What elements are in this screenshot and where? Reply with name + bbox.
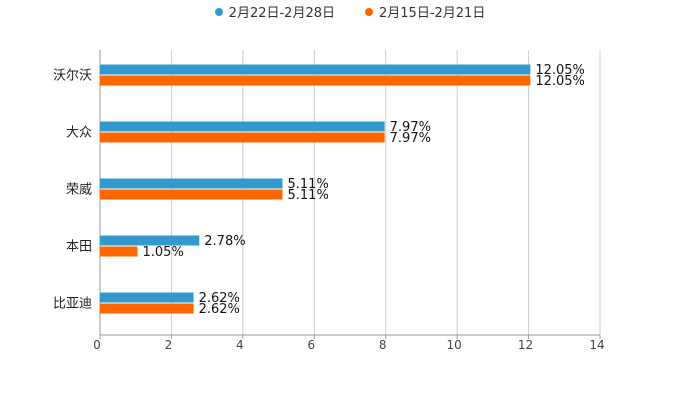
x-tick-label: 2 bbox=[165, 338, 173, 352]
category-label: 荣威 bbox=[66, 183, 92, 198]
x-tick-label: 8 bbox=[379, 338, 387, 352]
bar-series-1[interactable] bbox=[100, 121, 385, 132]
category-label: 沃尔沃 bbox=[53, 69, 92, 84]
data-label-series-1: 7.97% bbox=[390, 120, 431, 135]
data-label-series-1: 2.78% bbox=[204, 234, 245, 249]
bar-series-1[interactable] bbox=[100, 292, 194, 303]
category-label: 大众 bbox=[66, 126, 92, 141]
data-label-series-2: 1.05% bbox=[143, 245, 184, 260]
x-tick-label: 14 bbox=[589, 338, 604, 352]
bar-series-2[interactable] bbox=[100, 246, 138, 257]
x-tick-label: 6 bbox=[307, 338, 315, 352]
bar-series-2[interactable] bbox=[100, 75, 531, 86]
bar-series-1[interactable] bbox=[100, 235, 200, 246]
data-label-series-2: 12.05% bbox=[535, 74, 585, 89]
data-label-series-2: 2.62% bbox=[199, 302, 240, 317]
legend-swatch-series-2 bbox=[365, 7, 373, 16]
legend-item-series-2[interactable]: 2月15日-2月21日 bbox=[365, 2, 485, 21]
data-label-series-1: 5.11% bbox=[288, 177, 329, 192]
x-tick-label: 4 bbox=[236, 338, 244, 352]
legend-item-series-1[interactable]: 2月22日-2月28日 bbox=[214, 2, 335, 21]
data-label-series-1: 2.62% bbox=[199, 291, 240, 306]
data-label-series-2: 5.11% bbox=[288, 188, 329, 203]
category-label: 本田 bbox=[66, 240, 92, 255]
bar-series-2[interactable] bbox=[100, 303, 194, 314]
legend: 2月22日-2月28日 2月15日-2月21日 bbox=[0, 2, 700, 21]
bar-series-2[interactable] bbox=[100, 132, 385, 143]
bar-series-2[interactable] bbox=[100, 189, 283, 200]
x-tick-label: 12 bbox=[518, 338, 533, 352]
bar-series-1[interactable] bbox=[100, 178, 283, 189]
legend-swatch-series-1 bbox=[214, 7, 223, 16]
category-label: 比亚迪 bbox=[53, 297, 92, 312]
x-tick-label: 10 bbox=[447, 338, 462, 352]
legend-label-series-2: 2月15日-2月21日 bbox=[379, 6, 486, 21]
data-label-series-2: 7.97% bbox=[390, 131, 431, 146]
data-label-series-1: 12.05% bbox=[535, 63, 585, 78]
bar-series-1[interactable] bbox=[100, 64, 531, 75]
legend-label-series-1: 2月22日-2月28日 bbox=[228, 6, 335, 21]
x-tick-label: 0 bbox=[93, 338, 101, 352]
